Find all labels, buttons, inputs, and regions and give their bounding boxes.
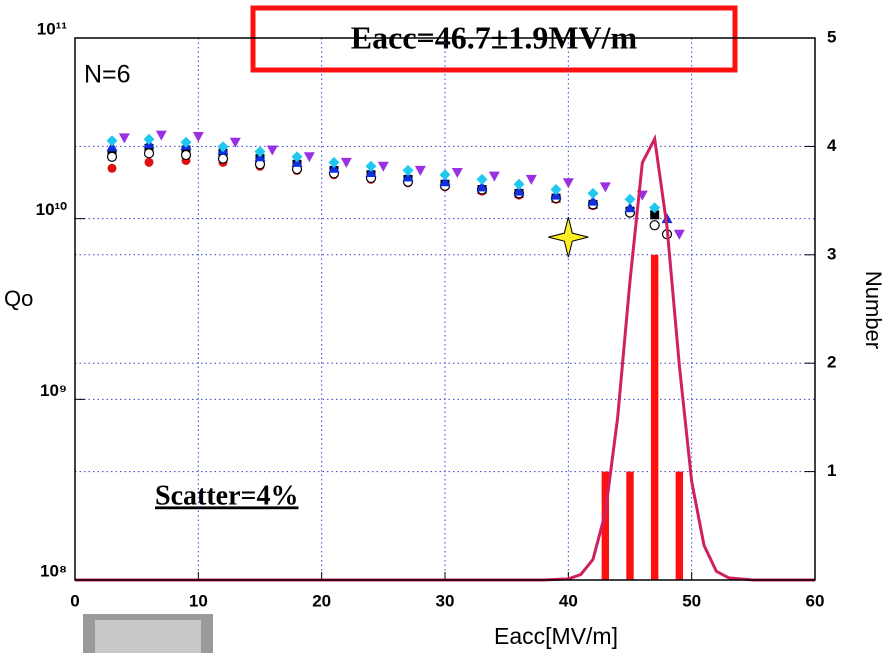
fit-curve [75, 133, 815, 582]
y2-tick-label: 4 [827, 136, 837, 155]
data-point [650, 210, 660, 220]
data-point [476, 181, 488, 192]
x-tick-label: 0 [70, 591, 79, 610]
scatter-annotation: Scatter=4% [155, 480, 298, 511]
data-point [488, 171, 500, 182]
data-point [217, 141, 229, 153]
data-point [402, 171, 414, 182]
y-tick-label: 10⁹ [40, 381, 67, 400]
histogram-bar [675, 471, 684, 580]
histogram-bar [626, 471, 634, 580]
y-tick-label: 10¹⁰ [36, 200, 68, 219]
data-point [143, 133, 155, 145]
data-point [476, 173, 488, 185]
x-tick-label: 10 [189, 591, 208, 610]
data-point [451, 168, 463, 179]
y-axis-label: Qo [4, 286, 33, 311]
y-tick-label: 10¹¹ [37, 19, 68, 38]
data-point [254, 146, 266, 158]
data-point [229, 137, 241, 148]
data-point [180, 149, 192, 161]
data-point [513, 185, 525, 196]
plot-frame [74, 37, 816, 581]
data-point [266, 145, 278, 156]
data-point [377, 161, 389, 172]
data-point [649, 220, 660, 231]
n-annotation: N=6 [84, 61, 131, 89]
y2-tick-label: 5 [827, 27, 836, 46]
x-tick-label: 20 [312, 591, 331, 610]
cavity-photo-detail [95, 620, 201, 653]
data-point [192, 131, 204, 142]
data-point [303, 152, 315, 163]
data-point [525, 174, 537, 185]
data-point [365, 167, 377, 178]
histogram-bar [601, 471, 610, 580]
data-point [365, 160, 377, 172]
data-point [118, 133, 130, 144]
data-point [107, 163, 117, 173]
data-point [624, 202, 636, 213]
data-point [587, 187, 599, 199]
data-point [548, 217, 589, 258]
annotation-box [250, 5, 738, 73]
data-point [155, 130, 167, 141]
data-point [106, 135, 118, 147]
y2-tick-label: 2 [827, 353, 836, 372]
data-point [143, 148, 155, 159]
data-point [673, 229, 685, 240]
data-point [291, 151, 303, 163]
y2-tick-label: 3 [827, 244, 836, 263]
data-point [328, 156, 340, 168]
data-point [550, 184, 562, 196]
x-tick-label: 30 [436, 591, 455, 610]
data-point [340, 157, 352, 168]
y2-axis-label: Number [861, 271, 886, 349]
x-axis-label: Eacc[MV/m] [494, 623, 618, 649]
data-point [587, 195, 599, 206]
data-point [599, 182, 611, 193]
data-point [106, 141, 118, 152]
data-point [439, 176, 451, 187]
data-point [217, 153, 229, 164]
x-tick-label: 60 [806, 591, 825, 610]
data-point [414, 165, 426, 176]
x-tick-label: 40 [559, 591, 578, 610]
data-point [106, 151, 118, 162]
data-point [649, 202, 661, 214]
y-tick-label: 10⁸ [40, 561, 67, 580]
histogram-bar [650, 254, 659, 581]
data-point [402, 164, 414, 176]
data-point [144, 157, 154, 167]
data-point [562, 178, 574, 189]
data-point [180, 136, 192, 148]
y2-tick-label: 1 [827, 461, 836, 480]
x-tick-label: 50 [682, 591, 701, 610]
data-point [439, 169, 451, 181]
data-point [624, 193, 636, 205]
data-point [513, 178, 525, 190]
